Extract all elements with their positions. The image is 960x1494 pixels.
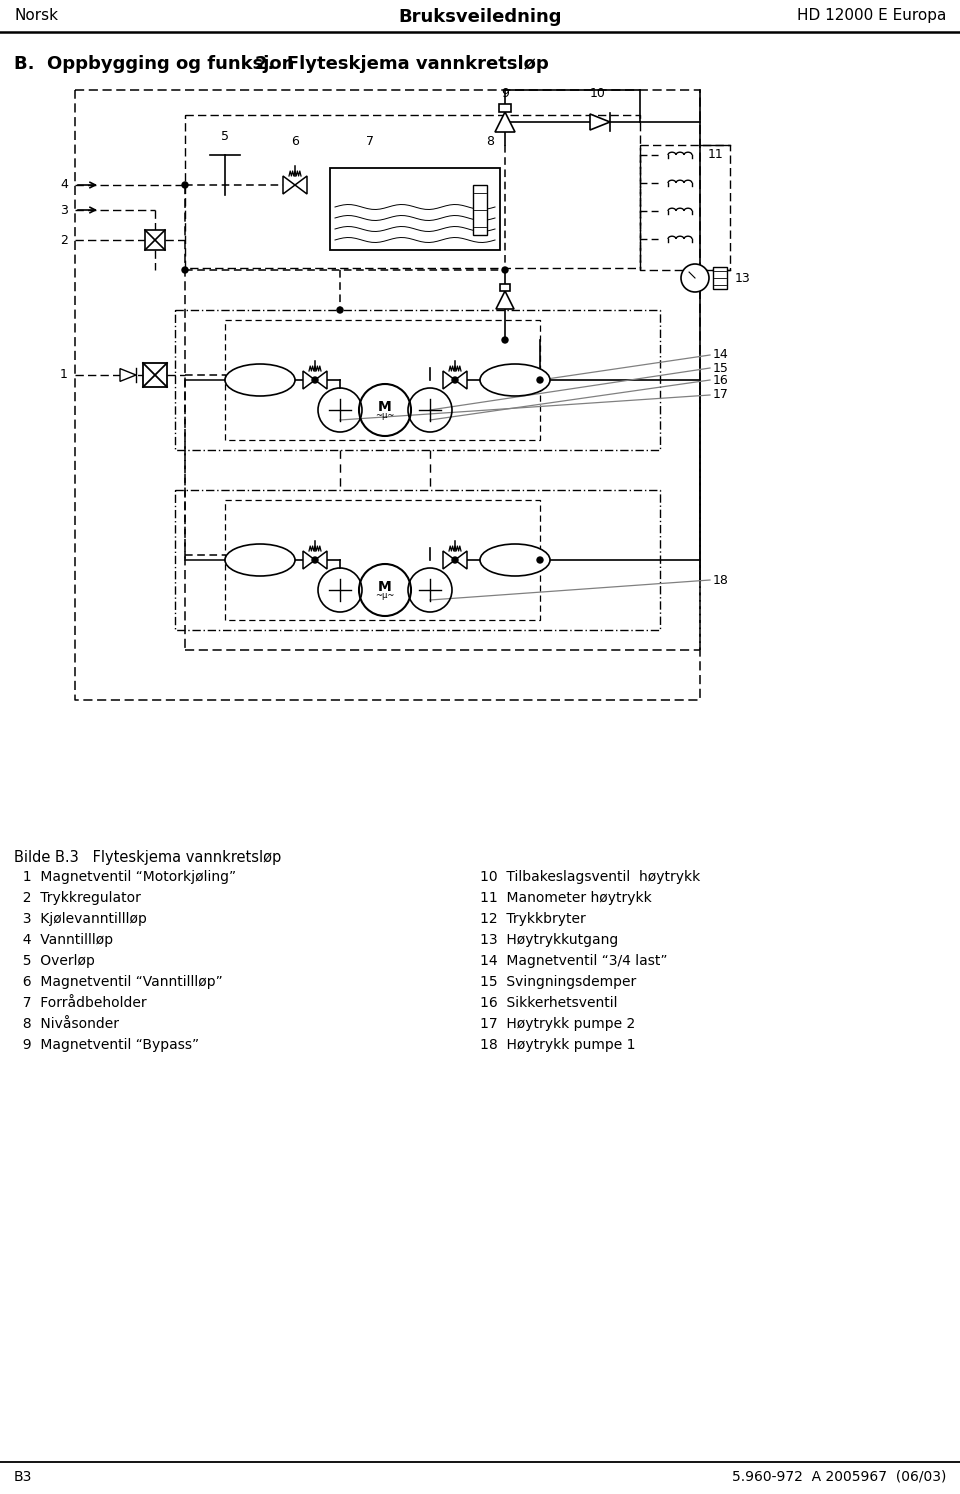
Text: Bilde B.3   Flyteskjema vannkretsløp: Bilde B.3 Flyteskjema vannkretsløp <box>14 850 281 865</box>
Circle shape <box>537 376 543 382</box>
Circle shape <box>452 557 458 563</box>
Text: 3  Kjølevanntillløp: 3 Kjølevanntillløp <box>14 911 147 926</box>
Bar <box>499 105 511 112</box>
Ellipse shape <box>480 544 550 577</box>
Bar <box>499 284 511 291</box>
Text: 15: 15 <box>713 362 729 375</box>
Text: 18  Høytrykk pumpe 1: 18 Høytrykk pumpe 1 <box>480 1038 636 1052</box>
Polygon shape <box>303 551 315 569</box>
Text: ~μ~: ~μ~ <box>375 592 395 601</box>
Bar <box>713 267 727 288</box>
Text: 7: 7 <box>366 134 374 148</box>
Text: 17: 17 <box>713 388 729 402</box>
Circle shape <box>681 264 709 291</box>
Text: 15  Svingningsdemper: 15 Svingningsdemper <box>480 976 636 989</box>
Circle shape <box>182 182 188 188</box>
Text: HD 12000 E Europa: HD 12000 E Europa <box>797 7 946 22</box>
Polygon shape <box>295 176 307 194</box>
Text: 5.960-972  A 2005967  (06/03): 5.960-972 A 2005967 (06/03) <box>732 1470 946 1484</box>
Text: 3: 3 <box>60 203 68 217</box>
Text: 1: 1 <box>60 369 68 381</box>
Text: 14: 14 <box>713 348 729 362</box>
Text: 16  Sikkerhetsventil: 16 Sikkerhetsventil <box>480 996 617 1010</box>
Polygon shape <box>315 551 327 569</box>
Text: 11  Manometer høytrykk: 11 Manometer høytrykk <box>480 890 652 905</box>
Text: 13  Høytrykkutgang: 13 Høytrykkutgang <box>480 932 618 947</box>
Bar <box>145 230 165 249</box>
Text: 4: 4 <box>60 178 68 191</box>
Polygon shape <box>455 371 467 388</box>
Text: Bruksveiledning: Bruksveiledning <box>398 7 562 25</box>
Circle shape <box>337 306 343 314</box>
Text: 2  Trykkregulator: 2 Trykkregulator <box>14 890 141 905</box>
Text: 10  Tilbakeslagsventil  høytrykk: 10 Tilbakeslagsventil høytrykk <box>480 870 700 884</box>
Text: B3: B3 <box>14 1470 33 1484</box>
Text: 5  Overløp: 5 Overløp <box>14 955 95 968</box>
Text: 12  Trykkbryter: 12 Trykkbryter <box>480 911 586 926</box>
Circle shape <box>182 267 188 273</box>
Text: 2: 2 <box>60 233 68 247</box>
Polygon shape <box>455 551 467 569</box>
Text: 6  Magnetventil “Vanntillløp”: 6 Magnetventil “Vanntillløp” <box>14 976 223 989</box>
Text: 8: 8 <box>486 134 494 148</box>
Polygon shape <box>303 371 315 388</box>
Text: 8  Nivåsonder: 8 Nivåsonder <box>14 1017 119 1031</box>
Ellipse shape <box>225 365 295 396</box>
Text: 1  Magnetventil “Motorkjøling”: 1 Magnetventil “Motorkjøling” <box>14 870 236 884</box>
Text: 12: 12 <box>712 272 728 284</box>
Text: 10: 10 <box>590 87 606 100</box>
Text: 2.  Flyteskjema vannkretsløp: 2. Flyteskjema vannkretsløp <box>255 55 549 73</box>
Text: M: M <box>378 580 392 595</box>
Polygon shape <box>496 291 514 309</box>
Text: Norsk: Norsk <box>14 7 58 22</box>
Circle shape <box>502 267 508 273</box>
Text: 5: 5 <box>221 130 229 143</box>
Circle shape <box>312 557 318 563</box>
Text: 11: 11 <box>708 148 724 161</box>
Text: 9  Magnetventil “Bypass”: 9 Magnetventil “Bypass” <box>14 1038 199 1052</box>
Text: 13: 13 <box>735 272 751 284</box>
Circle shape <box>452 376 458 382</box>
Polygon shape <box>315 371 327 388</box>
Text: 18: 18 <box>713 574 729 587</box>
Bar <box>143 363 167 387</box>
Polygon shape <box>443 551 455 569</box>
Polygon shape <box>495 112 515 131</box>
Circle shape <box>537 557 543 563</box>
Text: 17  Høytrykk pumpe 2: 17 Høytrykk pumpe 2 <box>480 1017 636 1031</box>
Text: 7  Forrådbeholder: 7 Forrådbeholder <box>14 996 147 1010</box>
Polygon shape <box>283 176 295 194</box>
Bar <box>330 167 500 249</box>
Text: 4  Vanntillløp: 4 Vanntillløp <box>14 932 113 947</box>
Polygon shape <box>443 371 455 388</box>
Ellipse shape <box>225 544 295 577</box>
Text: M: M <box>378 400 392 414</box>
Circle shape <box>312 376 318 382</box>
Polygon shape <box>590 114 610 130</box>
Ellipse shape <box>480 365 550 396</box>
Polygon shape <box>120 369 136 381</box>
Text: 16: 16 <box>713 374 729 387</box>
Circle shape <box>502 338 508 344</box>
Text: ~μ~: ~μ~ <box>375 411 395 420</box>
Text: 9: 9 <box>501 87 509 100</box>
Text: 6: 6 <box>291 134 299 148</box>
Text: B.  Oppbygging og funksjon: B. Oppbygging og funksjon <box>14 55 295 73</box>
Text: 14  Magnetventil “3/4 last”: 14 Magnetventil “3/4 last” <box>480 955 667 968</box>
Bar <box>473 185 487 235</box>
